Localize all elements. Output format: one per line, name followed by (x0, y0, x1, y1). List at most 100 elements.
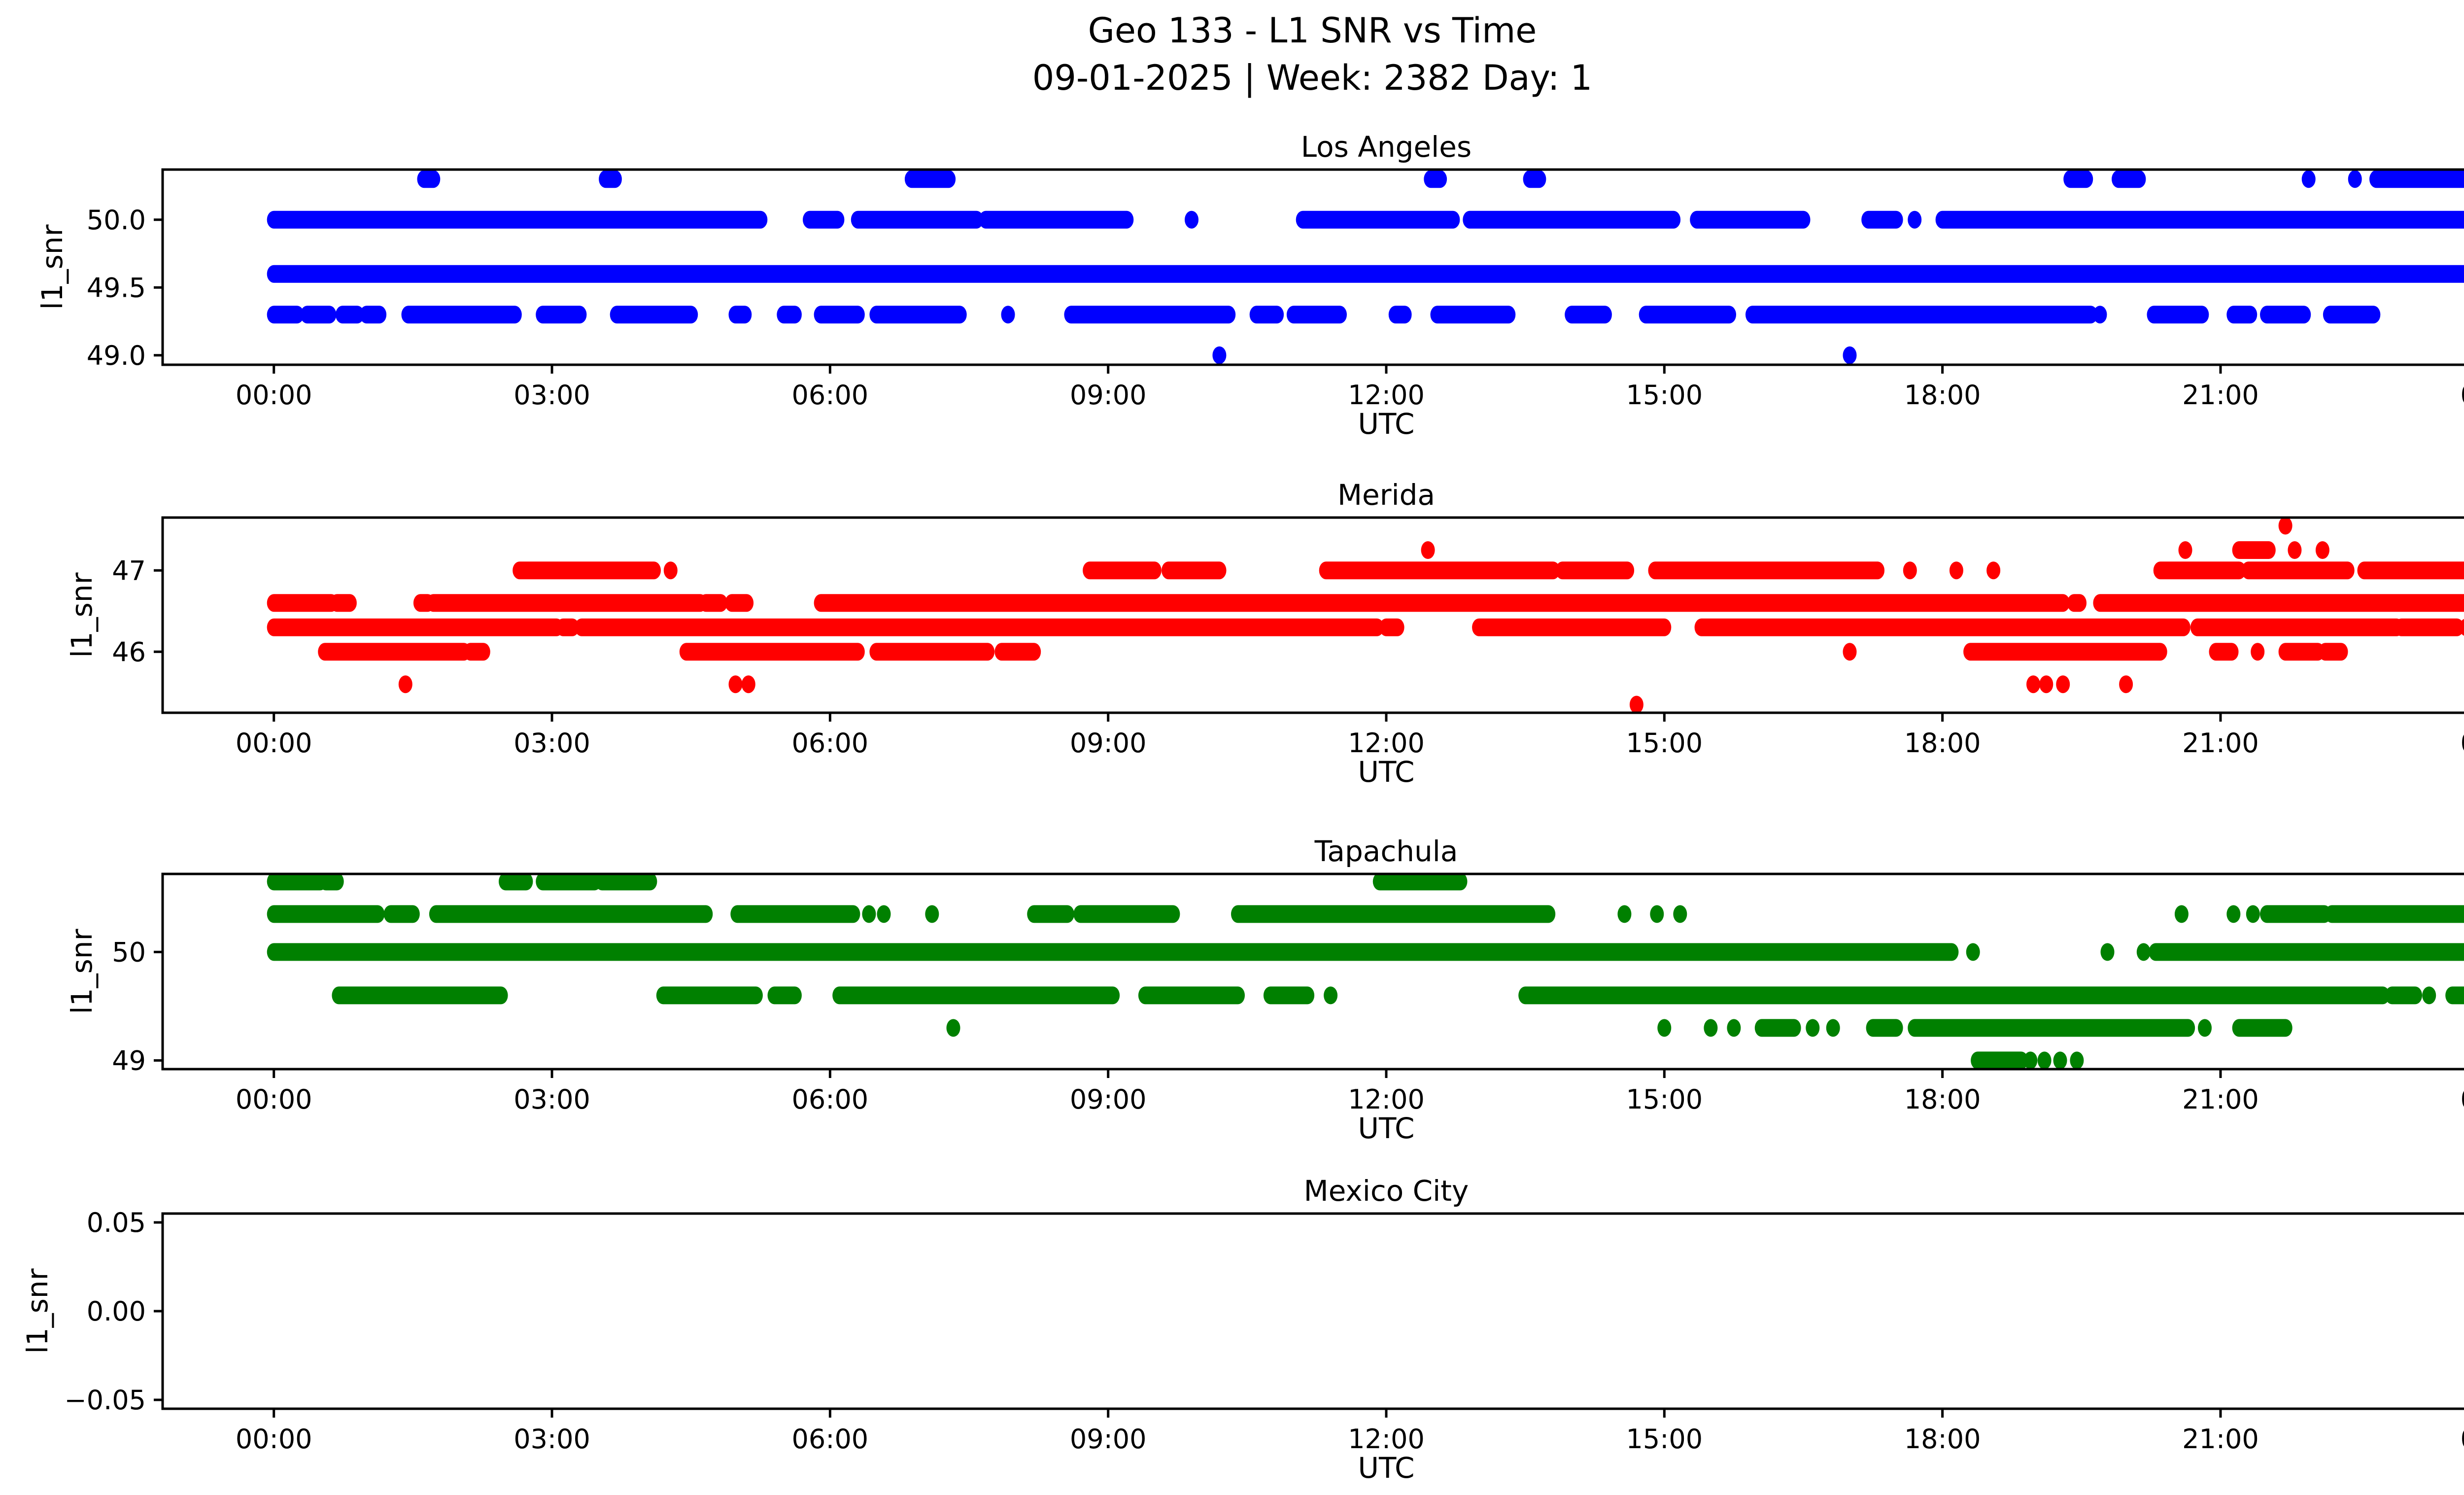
scatter-point (1908, 210, 1922, 229)
scatter-band-snr-49 (1971, 1051, 2084, 1069)
scatter-band-snr-49.6 (332, 986, 2464, 1005)
y-tick-label: 50 (112, 937, 146, 968)
scatter-segment (599, 170, 622, 188)
scatter-point (2226, 905, 2241, 923)
scatter-segment (267, 943, 1959, 961)
scatter-segment (2209, 643, 2239, 661)
x-axis-label: UTC (1358, 1112, 1415, 1145)
scatter-band-snr-46.6 (267, 594, 2464, 612)
subplot-title: Mexico City (1304, 1174, 1469, 1208)
x-axis-label: UTC (1358, 755, 1415, 789)
scatter-series-blue (267, 170, 2464, 364)
y-axis-label: l1_snr (65, 929, 99, 1014)
scatter-segment (1263, 986, 1315, 1005)
scatter-segment (267, 306, 304, 324)
scatter-segment (777, 306, 802, 324)
y-tick-label: 49.0 (87, 340, 146, 371)
scatter-segment (383, 905, 420, 923)
scatter-point (862, 905, 876, 923)
scatter-segment (2260, 905, 2331, 923)
scatter-segment (267, 874, 327, 891)
x-tick-label: 09:00 (1070, 728, 1147, 759)
scatter-segment (318, 643, 471, 661)
scatter-segment (2232, 1019, 2293, 1037)
x-tick-label: 03:00 (513, 380, 590, 411)
x-tick-label: 03:00 (513, 1084, 590, 1115)
x-tick-label: 18:00 (1904, 1424, 1981, 1455)
scatter-point (2348, 170, 2362, 188)
scatter-point (2053, 1051, 2067, 1069)
scatter-point (2037, 1051, 2052, 1069)
scatter-segment (2226, 306, 2258, 324)
scatter-point (398, 675, 412, 694)
x-tick-label: 21:00 (2182, 1084, 2259, 1115)
scatter-segment (2394, 618, 2464, 636)
scatter-segment (2241, 561, 2355, 580)
scatter-band-snr-45.6 (398, 675, 2133, 694)
scatter-segment (1083, 561, 1162, 580)
scatter-segment (429, 905, 713, 923)
subplot-mexico-city: Mexico City 00:00 03:00 06:00 09:00 12:00 15:0… (21, 1174, 2464, 1485)
x-tick-label: 21:00 (2182, 380, 2259, 411)
scatter-segment (2112, 170, 2146, 188)
scatter-segment (814, 306, 865, 324)
x-tick-label: 00:00 (2460, 728, 2464, 759)
scatter-segment (1296, 210, 1460, 229)
x-tick-label: 00:00 (2460, 1084, 2464, 1115)
scatter-segment (2147, 306, 2209, 324)
scatter-series-red (267, 518, 2464, 713)
scatter-point (1826, 1019, 1840, 1037)
scatter-segment (2260, 306, 2311, 324)
scatter-point (1212, 346, 1227, 364)
x-tick-label: 03:00 (513, 728, 590, 759)
scatter-segment (610, 306, 698, 324)
scatter-segment (1430, 306, 1516, 324)
y-tick-label: 49.5 (87, 272, 146, 303)
scatter-segment (2063, 170, 2093, 188)
scatter-point (2093, 306, 2107, 324)
scatter-point (663, 561, 678, 580)
scatter-segment (767, 986, 802, 1005)
x-tick-label: 06:00 (792, 1084, 869, 1115)
scatter-segment (1694, 618, 2190, 636)
x-tick-label: 00:00 (2460, 380, 2464, 411)
scatter-point (2023, 1051, 2038, 1069)
scatter-segment (426, 594, 707, 612)
scatter-segment (556, 618, 580, 636)
scatter-point (1657, 1019, 1672, 1037)
scatter-segment (1027, 905, 1074, 923)
scatter-segment (1565, 306, 1612, 324)
scatter-segment (699, 594, 728, 612)
scatter-segment (1463, 210, 1681, 229)
scatter-point (2422, 986, 2436, 1005)
x-tick-label: 09:00 (1070, 1084, 1147, 1115)
scatter-segment (1861, 210, 1903, 229)
x-tick-label: 06:00 (792, 728, 869, 759)
y-tick-label: −0.05 (65, 1385, 146, 1416)
scatter-segment (2067, 594, 2087, 612)
scatter-segment (1518, 986, 2390, 1005)
x-tick-label: 03:00 (513, 1424, 590, 1455)
x-tick-label: 15:00 (1626, 380, 1703, 411)
scatter-segment (2318, 643, 2348, 661)
scatter-point (1629, 695, 1643, 713)
scatter-band-snr-46.3 (267, 618, 2464, 636)
x-tick-label: 00:00 (236, 1084, 312, 1115)
scatter-point (946, 1019, 960, 1037)
scatter-segment (330, 594, 357, 612)
scatter-band-snr-50.35 (267, 905, 2464, 923)
scatter-point (2178, 541, 2192, 559)
scatter-band-snr-50 (267, 210, 2464, 229)
x-tick-label: 21:00 (2182, 1424, 2259, 1455)
y-axis-label: l1_snr (65, 572, 99, 658)
scatter-point (728, 675, 743, 694)
scatter-point (1650, 905, 1664, 923)
scatter-segment (513, 561, 661, 580)
x-tick-label: 06:00 (792, 1424, 869, 1455)
scatter-band-snr-49.3 (946, 1019, 2293, 1037)
scatter-point (2026, 675, 2040, 694)
scatter-segment (1249, 306, 1284, 324)
y-axis-label: l1_snr (35, 224, 69, 310)
subplot-title: Tapachula (1314, 834, 1458, 868)
y-tick-label: 46 (112, 636, 146, 667)
